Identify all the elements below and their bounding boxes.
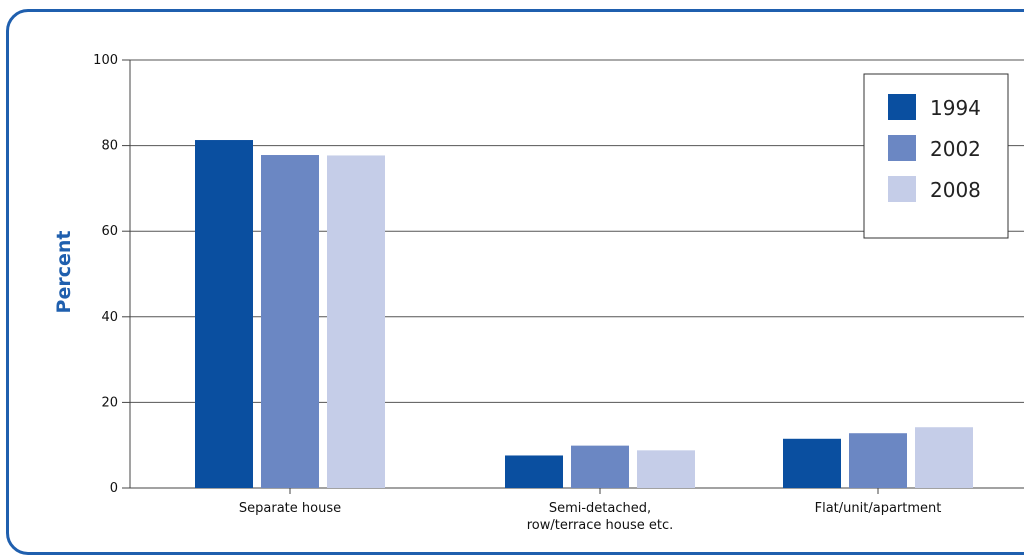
bars: [195, 140, 973, 489]
legend: 1994 2002 2008: [863, 73, 1009, 239]
legend-swatch-1994: [888, 94, 916, 120]
bar-2002-1: [571, 445, 629, 488]
legend-swatch-2002: [888, 135, 916, 161]
bar-2002-2: [849, 433, 907, 488]
y-tick-label: 100: [93, 53, 118, 68]
bar-2008-2: [915, 427, 973, 488]
legend-swatch-2008: [888, 176, 916, 202]
y-tick-label: 20: [101, 395, 118, 410]
y-tick-label: 40: [101, 310, 118, 325]
y-tick-label: 60: [101, 224, 118, 239]
legend-label: 2008: [930, 178, 981, 202]
y-axis-label: Percent: [53, 231, 75, 314]
bar-1994-1: [505, 455, 563, 488]
x-category-label: Semi-detached, row/terrace house etc.: [527, 501, 674, 533]
x-category-labels: Separate house Semi-detached, row/terrace …: [239, 501, 941, 533]
bar-2002-0: [261, 155, 319, 489]
legend-label: 1994: [930, 96, 981, 120]
bar-1994-2: [783, 438, 841, 488]
bar-2008-0: [327, 155, 385, 488]
bar-1994-0: [195, 140, 253, 488]
y-tick-label: 80: [101, 139, 118, 154]
legend-label: 2002: [930, 137, 981, 161]
chart-frame: [6, 9, 1024, 555]
x-category-label: Flat/unit/apartment: [815, 501, 942, 516]
x-category-label: Separate house: [239, 501, 341, 516]
y-tick-label: 0: [110, 481, 118, 496]
bar-2008-1: [637, 450, 695, 488]
y-tick-labels: 0 20 40 60 80 100: [93, 53, 118, 496]
